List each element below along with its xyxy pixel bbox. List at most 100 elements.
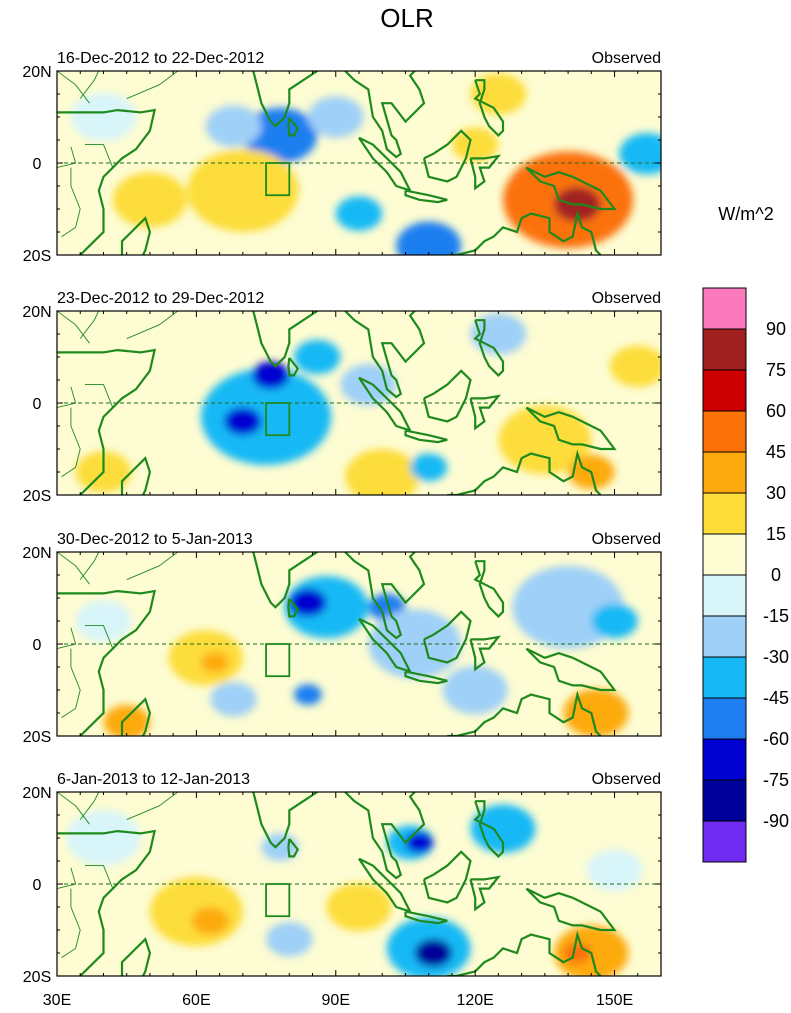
coastline	[422, 610, 472, 664]
coastline	[120, 937, 152, 976]
y-tick-label: 20N	[22, 304, 51, 321]
country-border	[79, 311, 100, 339]
colorbar-label: 60	[766, 401, 786, 421]
panel-period: 23-Dec-2012 to 29-Dec-2012	[57, 290, 264, 307]
coastline	[404, 910, 448, 925]
coastline	[287, 838, 300, 858]
y-tick-label: 0	[33, 156, 42, 173]
olr-anomaly-region	[396, 221, 462, 255]
colorbar-swatch	[702, 287, 747, 330]
olr-anomaly-region	[201, 652, 229, 673]
coastline	[344, 311, 426, 399]
olr-anomaly-region	[112, 172, 188, 228]
y-tick-label: 0	[33, 637, 42, 654]
colorbar-label: -90	[763, 811, 789, 831]
y-tick-label: 20S	[23, 488, 51, 505]
olr-anomaly-region	[242, 107, 318, 163]
coastline	[473, 560, 505, 618]
colorbar-label: 30	[766, 483, 786, 503]
colorbar-label: 15	[766, 524, 786, 544]
coastline	[120, 216, 152, 255]
map-panel: 20N 0 20S 16-Dec-2012 to 22-Dec-2012 Observe…	[22, 50, 662, 265]
colorbar-swatch	[702, 369, 747, 412]
olr-anomaly-region	[266, 921, 313, 957]
coastline	[469, 394, 502, 431]
olr-anomaly-region	[210, 681, 257, 717]
colorbar-swatch	[702, 451, 747, 494]
coastline	[120, 697, 152, 736]
country-border	[61, 167, 81, 237]
colorbar-label: 90	[766, 319, 786, 339]
coastline	[469, 154, 502, 191]
coastline	[404, 670, 448, 685]
olr-anomaly-region	[345, 449, 420, 495]
index-box	[265, 643, 291, 678]
country-border	[84, 625, 114, 649]
colorbar-swatch	[702, 738, 747, 781]
panel-period: 16-Dec-2012 to 22-Dec-2012	[57, 50, 264, 67]
index-box	[265, 402, 291, 437]
country-border	[57, 386, 77, 409]
country-border	[84, 144, 114, 168]
colorbar-swatch	[702, 615, 747, 658]
olr-anomaly-region	[70, 92, 136, 142]
coastline	[57, 348, 157, 495]
coastline	[473, 800, 505, 858]
coastline	[422, 369, 472, 423]
olr-anomaly-region	[307, 96, 364, 138]
x-tick-label: 150E	[596, 992, 633, 1009]
olr-anomaly-region	[289, 588, 327, 617]
olr-anomaly-region	[205, 105, 262, 147]
colorbar-swatch	[702, 492, 747, 535]
olr-anomaly-region	[410, 453, 448, 482]
figure-title: OLR	[380, 3, 433, 33]
olr-anomaly-region	[66, 810, 141, 866]
coastline	[344, 552, 426, 640]
colorbar-swatch	[702, 328, 747, 371]
colorbar-swatch	[702, 533, 747, 576]
coastline	[57, 589, 157, 736]
y-tick-label: 20N	[22, 785, 51, 802]
y-tick-label: 20S	[23, 969, 51, 986]
coastline	[404, 189, 448, 204]
colorbar-swatch	[702, 820, 747, 863]
y-tick-label: 20N	[22, 545, 51, 562]
olr-anomaly-region	[293, 339, 341, 375]
coastline	[344, 71, 426, 159]
olr-anomaly-region	[224, 407, 262, 436]
country-border	[57, 311, 90, 344]
coastline	[525, 166, 617, 211]
country-border	[61, 888, 81, 958]
x-axis: 30E 60E 90E 120E 150E	[43, 992, 633, 1009]
panel-label: Observed	[592, 531, 661, 548]
olr-anomaly-region	[326, 882, 392, 932]
olr-anomaly-region	[191, 907, 229, 935]
colorbar-label: 0	[771, 565, 781, 585]
coastline	[57, 108, 157, 255]
map-panel: 20N 0 20S 30-Dec-2012 to 5-Jan-2013 Observed	[22, 531, 662, 746]
olr-anomaly-region	[451, 127, 499, 162]
olr-anomaly-region	[554, 925, 629, 976]
coastline	[224, 792, 318, 849]
colorbar-label: -60	[763, 729, 789, 749]
olr-anomaly-region	[149, 877, 243, 947]
olr-anomaly-region	[293, 684, 322, 705]
coastline	[287, 117, 300, 137]
colorbar-label: 45	[766, 442, 786, 462]
panel-period: 6-Jan-2013 to 12-Jan-2013	[57, 771, 250, 788]
olr-anomaly-region	[414, 939, 452, 967]
coastline	[224, 311, 318, 368]
coastline	[57, 829, 157, 976]
olr-anomaly-region	[619, 133, 661, 175]
panel-label: Observed	[592, 290, 661, 307]
coastline	[344, 792, 426, 880]
coastline	[473, 79, 505, 137]
colorbar: 90 75 60 45 30 15 0 -15 -30 -45 -60 -75 -90	[702, 287, 789, 863]
map-panel: 20N 0 20S 6-Jan-2013 to 12-Jan-2013 Observed	[22, 771, 662, 986]
coastline	[404, 429, 448, 444]
country-border	[57, 71, 90, 104]
country-border	[126, 311, 179, 340]
index-box	[265, 883, 291, 918]
colorbar-swatch	[702, 574, 747, 617]
